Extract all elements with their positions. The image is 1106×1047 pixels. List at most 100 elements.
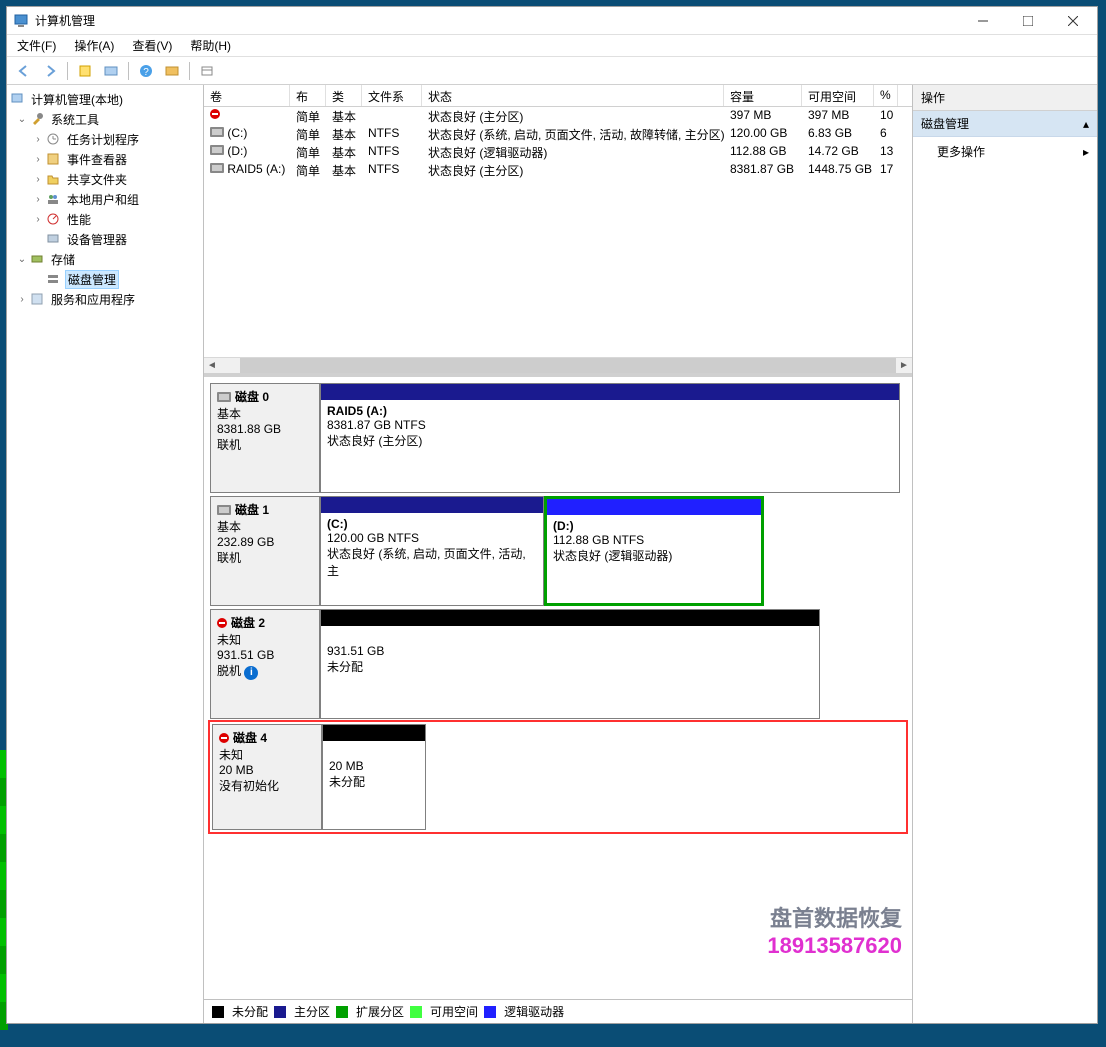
partition-size: 931.51 GB bbox=[327, 644, 813, 658]
tree-storage[interactable]: 存储 bbox=[49, 250, 77, 269]
menu-view[interactable]: 查看(V) bbox=[128, 35, 176, 56]
legend-swatch-primary bbox=[274, 1006, 286, 1018]
disk-state: 联机 bbox=[217, 549, 313, 566]
expand-icon[interactable]: › bbox=[31, 174, 45, 185]
volume-row[interactable]: (C:)简单基本NTFS状态良好 (系统, 启动, 页面文件, 活动, 故障转储… bbox=[204, 125, 912, 143]
error-icon bbox=[217, 618, 227, 628]
volume-row[interactable]: RAID5 (A:)简单基本NTFS状态良好 (主分区)8381.87 GB14… bbox=[204, 161, 912, 179]
forward-button[interactable] bbox=[39, 60, 61, 82]
error-icon bbox=[210, 109, 220, 119]
tree-local-users[interactable]: 本地用户和组 bbox=[65, 190, 141, 209]
menu-file[interactable]: 文件(F) bbox=[13, 35, 60, 56]
minimize-button[interactable] bbox=[960, 8, 1005, 34]
partition-size: 120.00 GB NTFS bbox=[327, 531, 537, 545]
col-filesystem[interactable]: 文件系统 bbox=[362, 85, 422, 106]
col-percent[interactable]: % bbox=[874, 85, 898, 106]
col-type[interactable]: 类型 bbox=[326, 85, 362, 106]
partition[interactable]: (D:)112.88 GB NTFS状态良好 (逻辑驱动器) bbox=[544, 496, 764, 606]
col-status[interactable]: 状态 bbox=[422, 85, 724, 106]
volume-row[interactable]: (D:)简单基本NTFS状态良好 (逻辑驱动器)112.88 GB14.72 G… bbox=[204, 143, 912, 161]
expand-icon[interactable]: › bbox=[15, 294, 29, 305]
col-free[interactable]: 可用空间 bbox=[802, 85, 874, 106]
col-layout[interactable]: 布局 bbox=[290, 85, 326, 106]
help-button[interactable]: ? bbox=[135, 60, 157, 82]
actions-pane: 操作 磁盘管理▴ 更多操作▸ bbox=[913, 85, 1097, 1023]
menu-help[interactable]: 帮助(H) bbox=[186, 35, 235, 56]
tree-system-tools[interactable]: 系统工具 bbox=[49, 110, 101, 129]
computer-management-window: 计算机管理 文件(F) 操作(A) 查看(V) 帮助(H) ? 计算机管理(本地… bbox=[6, 6, 1098, 1024]
maximize-button[interactable] bbox=[1005, 8, 1050, 34]
settings-button[interactable] bbox=[161, 60, 183, 82]
svg-text:?: ? bbox=[143, 67, 149, 78]
disk-info[interactable]: 磁盘 2未知931.51 GB脱机 i bbox=[210, 609, 320, 719]
disk-graphical-pane[interactable]: 磁盘 0基本8381.88 GB联机RAID5 (A:)8381.87 GB N… bbox=[204, 377, 912, 999]
scroll-right-icon[interactable]: ► bbox=[896, 358, 912, 373]
scroll-left-icon[interactable]: ◄ bbox=[204, 358, 220, 373]
scroll-thumb[interactable] bbox=[240, 358, 896, 373]
disk-state: 联机 bbox=[217, 436, 313, 453]
tree-pane[interactable]: 计算机管理(本地) ⌄ 系统工具 › 任务计划程序 › 事件查看器 › 共享文件夹 ›… bbox=[7, 85, 204, 1023]
titlebar[interactable]: 计算机管理 bbox=[7, 7, 1097, 35]
disk-info[interactable]: 磁盘 0基本8381.88 GB联机 bbox=[210, 383, 320, 493]
partition[interactable]: 931.51 GB未分配 bbox=[320, 609, 820, 719]
legend-unallocated: 未分配 bbox=[232, 1003, 268, 1020]
collapse-icon[interactable]: ⌄ bbox=[15, 254, 29, 265]
tree-event-viewer[interactable]: 事件查看器 bbox=[65, 150, 129, 169]
actions-group[interactable]: 磁盘管理▴ bbox=[913, 111, 1097, 137]
tree-shared-folders[interactable]: 共享文件夹 bbox=[65, 170, 129, 189]
disk-name: 磁盘 1 bbox=[217, 501, 313, 518]
disk-type: 基本 bbox=[217, 518, 313, 535]
back-button[interactable] bbox=[13, 60, 35, 82]
expand-icon[interactable]: › bbox=[31, 134, 45, 145]
volume-rows[interactable]: 简单基本状态良好 (主分区)397 MB397 MB10 (C:)简单基本NTF… bbox=[204, 107, 912, 357]
legend-swatch-logical bbox=[484, 1006, 496, 1018]
disk-icon bbox=[210, 145, 224, 155]
expand-icon[interactable]: › bbox=[31, 214, 45, 225]
col-volume[interactable]: 卷 bbox=[204, 85, 290, 106]
disk-row[interactable]: 磁盘 4未知20 MB没有初始化20 MB未分配 bbox=[210, 722, 906, 832]
partition[interactable]: RAID5 (A:)8381.87 GB NTFS状态良好 (主分区) bbox=[320, 383, 900, 493]
partition-size: 20 MB bbox=[329, 759, 419, 773]
disk-partitions: (C:)120.00 GB NTFS状态良好 (系统, 启动, 页面文件, 活动… bbox=[320, 496, 906, 606]
tree-disk-management[interactable]: 磁盘管理 bbox=[65, 270, 119, 289]
tree-services-apps[interactable]: 服务和应用程序 bbox=[49, 290, 137, 309]
legend: 未分配 主分区 扩展分区 可用空间 逻辑驱动器 bbox=[204, 999, 912, 1023]
disk-name: 磁盘 4 bbox=[219, 729, 315, 746]
close-button[interactable] bbox=[1050, 8, 1095, 34]
menu-action[interactable]: 操作(A) bbox=[70, 35, 118, 56]
disk-row[interactable]: 磁盘 2未知931.51 GB脱机 i931.51 GB未分配 bbox=[210, 609, 906, 719]
tree-performance[interactable]: 性能 bbox=[65, 210, 93, 229]
disk-name: 磁盘 2 bbox=[217, 614, 313, 631]
tree-device-manager[interactable]: 设备管理器 bbox=[65, 230, 129, 249]
volume-scrollbar[interactable]: ◄ ► bbox=[204, 357, 912, 373]
tree-task-scheduler[interactable]: 任务计划程序 bbox=[65, 130, 141, 149]
disk-icon bbox=[210, 163, 224, 173]
partition-label: (D:) bbox=[553, 519, 755, 533]
view-button[interactable] bbox=[100, 60, 122, 82]
disk-info[interactable]: 磁盘 4未知20 MB没有初始化 bbox=[212, 724, 322, 830]
center-pane: 卷 布局 类型 文件系统 状态 容量 可用空间 % 简单基本状态良好 (主分区)… bbox=[204, 85, 913, 1023]
disk-row[interactable]: 磁盘 0基本8381.88 GB联机RAID5 (A:)8381.87 GB N… bbox=[210, 383, 906, 493]
disk-info[interactable]: 磁盘 1基本232.89 GB联机 bbox=[210, 496, 320, 606]
clock-icon bbox=[45, 131, 61, 147]
expand-icon[interactable]: › bbox=[31, 154, 45, 165]
refresh-button[interactable] bbox=[74, 60, 96, 82]
col-capacity[interactable]: 容量 bbox=[724, 85, 802, 106]
disk-type: 基本 bbox=[217, 405, 313, 422]
expand-icon[interactable]: › bbox=[31, 194, 45, 205]
disk-icon bbox=[210, 127, 224, 137]
volume-header[interactable]: 卷 布局 类型 文件系统 状态 容量 可用空间 % bbox=[204, 85, 912, 107]
collapse-icon[interactable]: ⌄ bbox=[15, 114, 29, 125]
tree-root[interactable]: 计算机管理(本地) bbox=[29, 90, 125, 109]
volume-row[interactable]: 简单基本状态良好 (主分区)397 MB397 MB10 bbox=[204, 107, 912, 125]
partition[interactable]: (C:)120.00 GB NTFS状态良好 (系统, 启动, 页面文件, 活动… bbox=[320, 496, 544, 606]
performance-icon bbox=[45, 211, 61, 227]
partition-size: 112.88 GB NTFS bbox=[553, 533, 755, 547]
disk-size: 232.89 GB bbox=[217, 535, 313, 549]
disk-icon bbox=[217, 505, 231, 515]
partition[interactable]: 20 MB未分配 bbox=[322, 724, 426, 830]
info-icon[interactable]: i bbox=[244, 666, 258, 680]
actions-more[interactable]: 更多操作▸ bbox=[913, 137, 1097, 166]
disk-row[interactable]: 磁盘 1基本232.89 GB联机(C:)120.00 GB NTFS状态良好 … bbox=[210, 496, 906, 606]
list-button[interactable] bbox=[196, 60, 218, 82]
